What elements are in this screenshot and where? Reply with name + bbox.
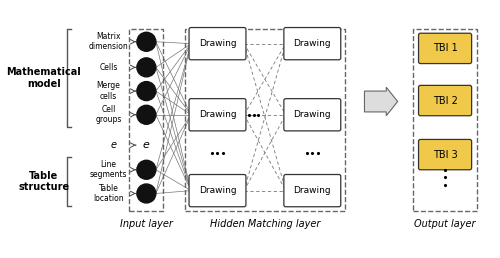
Text: TBI 2: TBI 2 [432, 95, 458, 106]
Text: Cells: Cells [100, 63, 117, 72]
FancyBboxPatch shape [189, 99, 246, 131]
FancyArrow shape [364, 87, 398, 116]
FancyBboxPatch shape [189, 28, 246, 60]
Text: Mathematical
model: Mathematical model [6, 68, 82, 89]
FancyBboxPatch shape [418, 139, 472, 170]
Circle shape [137, 105, 156, 124]
Text: Hidden Matching layer: Hidden Matching layer [210, 219, 320, 229]
Circle shape [137, 58, 156, 77]
Text: Input layer: Input layer [120, 219, 173, 229]
Circle shape [137, 160, 156, 179]
Text: Drawing: Drawing [198, 186, 236, 195]
Text: Merge
cells: Merge cells [96, 81, 120, 101]
Text: Output layer: Output layer [414, 219, 476, 229]
Circle shape [137, 82, 156, 101]
Text: Cell
groups: Cell groups [96, 105, 122, 124]
Text: Table
structure: Table structure [18, 171, 70, 192]
FancyBboxPatch shape [189, 174, 246, 207]
Circle shape [137, 32, 156, 51]
Text: TBI 3: TBI 3 [432, 150, 458, 160]
Text: TBI 1: TBI 1 [432, 43, 458, 53]
Text: Table
location: Table location [93, 184, 124, 203]
Text: e: e [143, 140, 150, 150]
Text: Drawing: Drawing [198, 110, 236, 119]
Text: Line
segments: Line segments [90, 160, 127, 180]
FancyBboxPatch shape [418, 33, 472, 63]
FancyBboxPatch shape [284, 174, 341, 207]
Text: Drawing: Drawing [198, 39, 236, 48]
FancyBboxPatch shape [284, 99, 341, 131]
Text: Drawing: Drawing [294, 39, 331, 48]
Text: Drawing: Drawing [294, 110, 331, 119]
Text: Matrix
dimension: Matrix dimension [88, 32, 128, 51]
FancyBboxPatch shape [284, 28, 341, 60]
FancyBboxPatch shape [418, 85, 472, 116]
Text: Drawing: Drawing [294, 186, 331, 195]
Circle shape [137, 184, 156, 203]
Text: e: e [110, 140, 116, 150]
